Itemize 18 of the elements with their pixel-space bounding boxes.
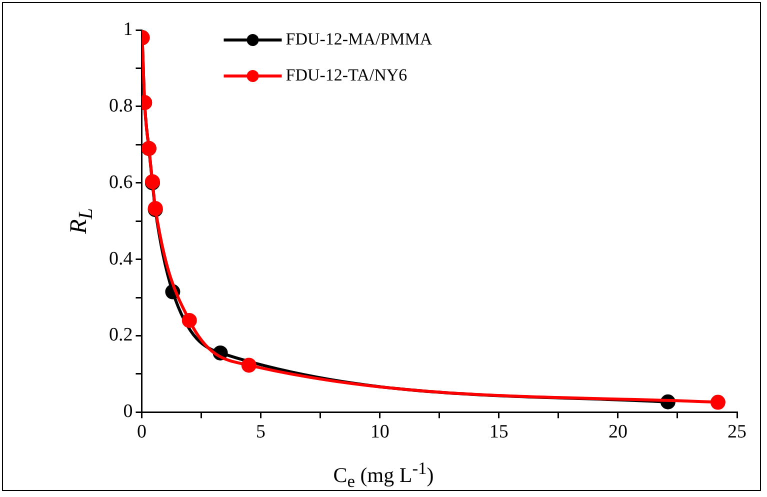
y-tick-label: 0.4 [109,248,134,270]
x-tick-label: 10 [370,422,390,443]
x-tick-label: 15 [489,422,508,443]
x-tick-label: 25 [728,422,746,443]
x-tick-label: 0 [137,422,146,443]
y-tick-label: 0.2 [109,324,133,346]
legend-label: FDU-12-TA/NY6 [286,65,408,84]
x-axis-title: C$_{e}$ (mg L$^{-1}$) [332,458,435,492]
point [241,358,256,373]
legend-label: FDU-12-MA/PMMA [286,29,433,48]
x-tick-label: 5 [256,422,266,443]
point [182,312,197,328]
y-tick-label: 0 [123,401,133,422]
y-tick-label: 1 [123,18,133,40]
point [710,394,726,410]
y-tick-label: 0.8 [109,95,133,116]
x-tick-label: 20 [608,422,628,443]
y-tick-label: 0.6 [109,172,133,193]
